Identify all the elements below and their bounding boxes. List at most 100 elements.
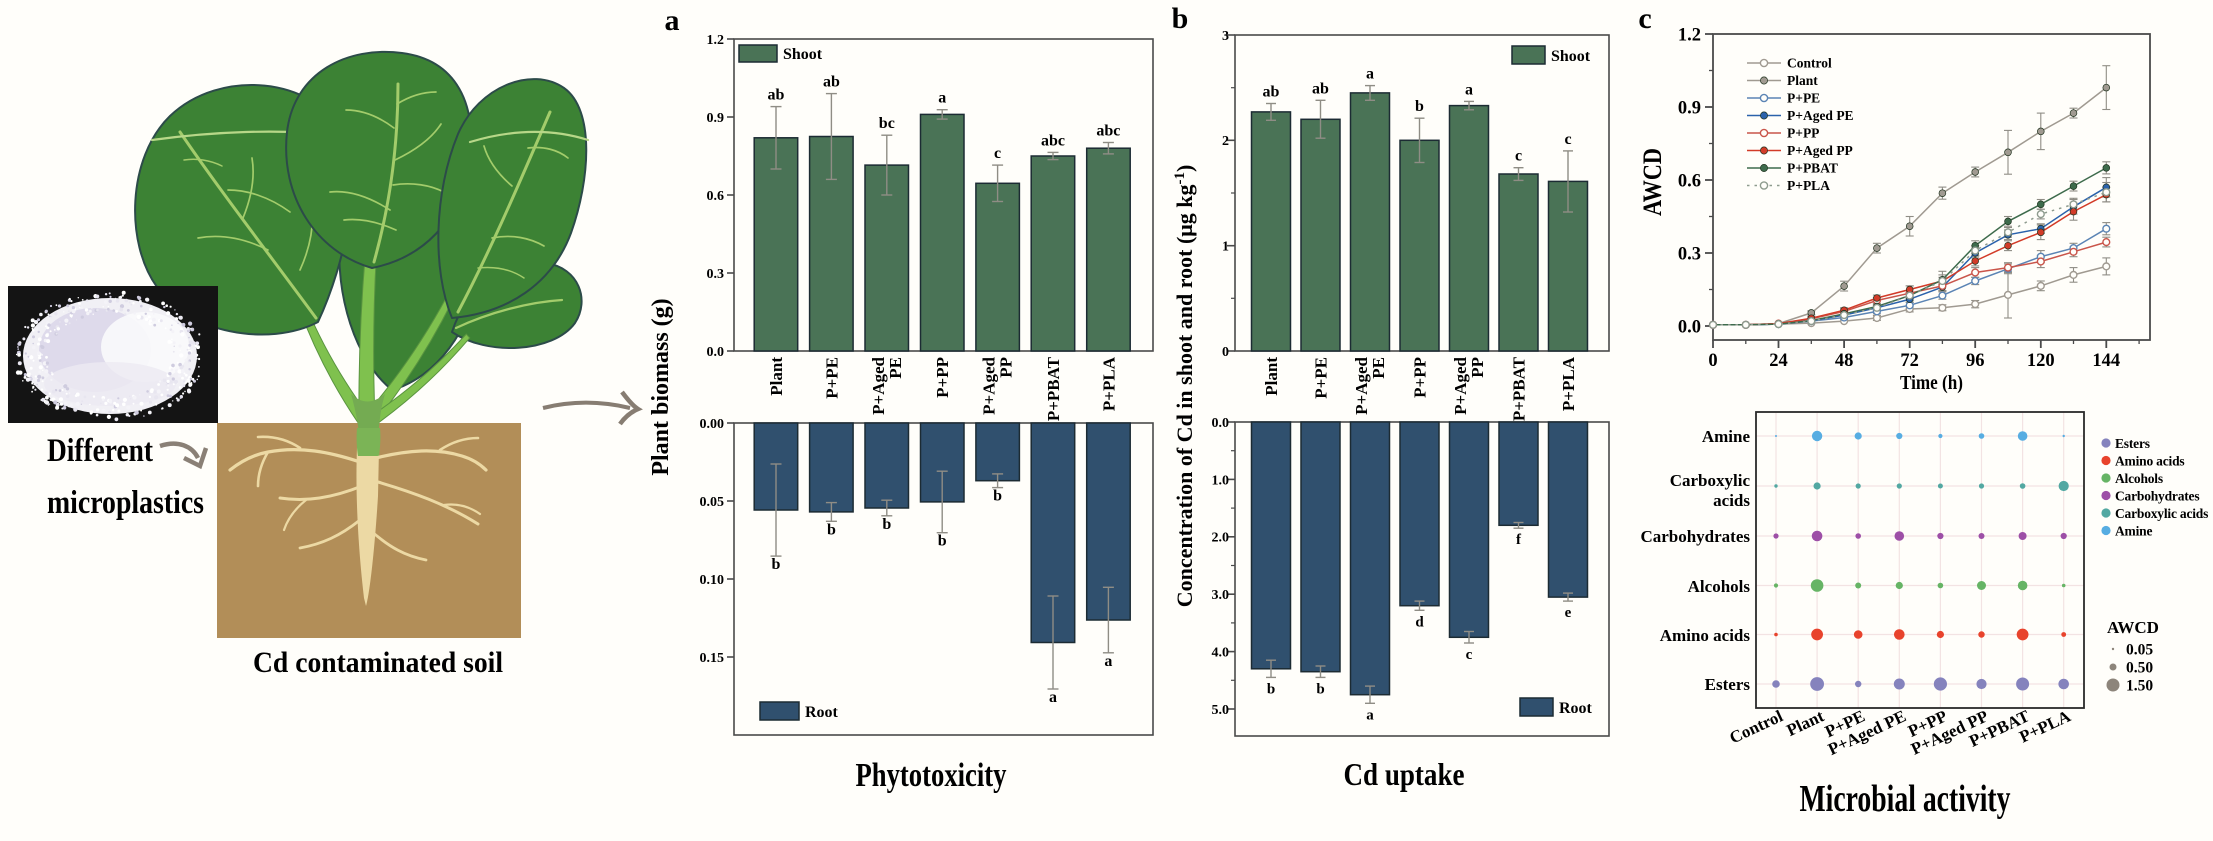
svg-text:microplastics: microplastics: [47, 485, 204, 521]
svg-text:Plant: Plant: [1262, 357, 1281, 396]
svg-text:3: 3: [1222, 29, 1229, 44]
svg-text:0.3: 0.3: [707, 267, 725, 282]
svg-text:c: c: [994, 145, 1001, 162]
svg-text:c: c: [1638, 2, 1651, 35]
svg-text:P+AgedPP: P+AgedPP: [980, 356, 1016, 414]
svg-text:0.0: 0.0: [707, 345, 725, 360]
svg-text:Alcohols: Alcohols: [2115, 471, 2163, 486]
svg-text:Alcohols: Alcohols: [1688, 577, 1751, 596]
svg-text:Shoot: Shoot: [783, 46, 823, 63]
svg-text:P+Aged PP: P+Aged PP: [1787, 143, 1853, 158]
svg-text:1.0: 1.0: [1212, 473, 1230, 488]
svg-text:c: c: [1515, 148, 1522, 165]
svg-text:Plant: Plant: [1787, 73, 1818, 88]
svg-text:AWCD: AWCD: [1638, 148, 1667, 216]
svg-text:d: d: [1415, 614, 1424, 630]
svg-text:2.0: 2.0: [1212, 531, 1230, 546]
svg-text:ab: ab: [1263, 83, 1280, 100]
svg-text:a: a: [1366, 707, 1374, 723]
svg-text:1: 1: [1222, 240, 1229, 255]
svg-text:b: b: [1316, 681, 1324, 697]
svg-text:P+PLA: P+PLA: [1559, 356, 1578, 411]
svg-text:0.9: 0.9: [707, 111, 725, 126]
svg-text:P+PE: P+PE: [822, 357, 841, 399]
svg-text:P+PP: P+PP: [1411, 357, 1430, 398]
svg-text:Plant biomass (g): Plant biomass (g): [648, 298, 674, 475]
svg-text:0.6: 0.6: [707, 189, 725, 204]
svg-text:a: a: [1366, 66, 1374, 83]
svg-text:f: f: [1516, 532, 1522, 548]
svg-text:P+AgedPE: P+AgedPE: [869, 356, 905, 414]
svg-text:120: 120: [2027, 351, 2055, 371]
svg-text:P+PLA: P+PLA: [1787, 178, 1830, 193]
svg-text:2: 2: [1222, 134, 1229, 149]
svg-text:Concentration of Cd in shoot a: Concentration of Cd in shoot and root (μ…: [1172, 165, 1197, 608]
svg-text:0.50: 0.50: [2126, 660, 2153, 677]
svg-text:Plant: Plant: [1784, 706, 1827, 740]
svg-text:Esters: Esters: [2115, 436, 2150, 451]
svg-text:0.05: 0.05: [2126, 642, 2153, 659]
svg-text:24: 24: [1769, 351, 1788, 371]
svg-text:a: a: [1465, 81, 1473, 98]
svg-text:b: b: [993, 488, 1002, 505]
svg-text:b: b: [1415, 98, 1424, 115]
svg-text:P+PBAT: P+PBAT: [1787, 161, 1838, 176]
svg-text:a: a: [1104, 653, 1112, 670]
svg-text:Plant: Plant: [767, 357, 786, 396]
svg-text:0.0: 0.0: [1212, 416, 1230, 431]
svg-text:72: 72: [1900, 351, 1919, 371]
svg-text:c: c: [1564, 131, 1571, 148]
svg-text:Carbohydrates: Carbohydrates: [2115, 489, 2199, 504]
svg-text:0.05: 0.05: [700, 495, 725, 510]
svg-text:Phytotoxicity: Phytotoxicity: [856, 757, 1007, 794]
svg-text:P+PBAT: P+PBAT: [1510, 356, 1529, 421]
svg-text:1.2: 1.2: [707, 33, 725, 48]
svg-text:abc: abc: [1041, 132, 1065, 149]
svg-text:Esters: Esters: [1705, 675, 1751, 694]
svg-text:Control: Control: [1727, 706, 1786, 747]
svg-text:b: b: [1172, 2, 1189, 35]
svg-text:a: a: [938, 90, 946, 107]
svg-text:0.00: 0.00: [700, 417, 725, 432]
svg-text:5.0: 5.0: [1212, 703, 1230, 718]
svg-text:Cd uptake: Cd uptake: [1344, 756, 1465, 792]
svg-text:3.0: 3.0: [1212, 588, 1230, 603]
svg-text:144: 144: [2092, 351, 2120, 371]
svg-text:ab: ab: [823, 74, 840, 91]
svg-text:b: b: [1267, 681, 1275, 697]
svg-text:Amine: Amine: [2115, 524, 2152, 539]
svg-text:Shoot: Shoot: [1551, 48, 1591, 65]
svg-text:Amine: Amine: [1702, 427, 1751, 446]
svg-text:P+PLA: P+PLA: [1099, 356, 1118, 411]
svg-text:1.2: 1.2: [1678, 26, 1701, 46]
svg-text:0: 0: [1222, 345, 1229, 360]
svg-text:P+AgedPP: P+AgedPP: [1451, 356, 1487, 414]
svg-text:Cd contaminated soil: Cd contaminated soil: [253, 646, 503, 679]
svg-text:Control: Control: [1787, 56, 1832, 71]
svg-text:Carboxylic acids: Carboxylic acids: [2115, 506, 2208, 521]
svg-text:Root: Root: [1559, 700, 1593, 717]
svg-text:P+PP: P+PP: [933, 357, 952, 398]
svg-text:0.10: 0.10: [700, 573, 725, 588]
svg-text:Amino acids: Amino acids: [2115, 454, 2184, 469]
svg-text:Different: Different: [47, 433, 153, 469]
svg-text:0.9: 0.9: [1678, 99, 1701, 119]
svg-text:P+PE: P+PE: [1312, 357, 1331, 399]
svg-text:Amino acids: Amino acids: [1660, 626, 1751, 645]
svg-text:Carbohydrates: Carbohydrates: [1640, 527, 1750, 546]
svg-text:ab: ab: [1312, 80, 1329, 97]
svg-text:a: a: [665, 4, 680, 37]
svg-text:e: e: [1565, 605, 1572, 621]
svg-text:Root: Root: [805, 704, 839, 721]
svg-text:P+AgedPE: P+AgedPE: [1352, 356, 1388, 414]
svg-text:4.0: 4.0: [1212, 646, 1230, 661]
svg-text:P+PE: P+PE: [1787, 91, 1820, 106]
svg-text:0.0: 0.0: [1678, 318, 1701, 338]
svg-text:P+Aged PE: P+Aged PE: [1787, 108, 1854, 123]
svg-text:AWCD: AWCD: [2107, 618, 2159, 637]
svg-text:0.15: 0.15: [700, 651, 725, 666]
svg-text:abc: abc: [1096, 122, 1120, 139]
svg-text:1.50: 1.50: [2126, 678, 2153, 695]
svg-text:Time (h): Time (h): [1900, 372, 1963, 394]
